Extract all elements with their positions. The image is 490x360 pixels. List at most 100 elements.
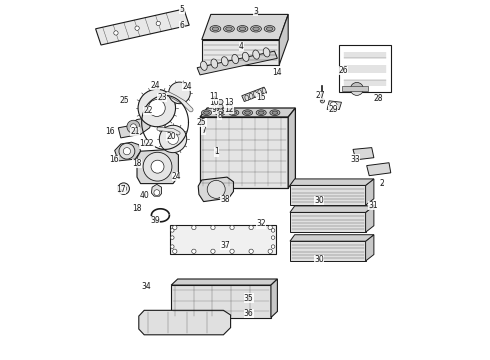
Ellipse shape: [223, 26, 234, 32]
Ellipse shape: [211, 59, 218, 68]
Ellipse shape: [263, 48, 270, 57]
Circle shape: [159, 125, 187, 153]
Ellipse shape: [217, 111, 223, 114]
Polygon shape: [290, 206, 374, 212]
Text: 29: 29: [328, 105, 338, 114]
Text: 23: 23: [157, 93, 167, 102]
Text: 11: 11: [210, 93, 219, 102]
Ellipse shape: [210, 26, 221, 32]
Polygon shape: [197, 51, 277, 75]
Circle shape: [211, 249, 215, 253]
Ellipse shape: [245, 111, 250, 114]
Polygon shape: [366, 206, 374, 232]
Polygon shape: [290, 235, 374, 241]
Ellipse shape: [201, 110, 212, 116]
Text: 1: 1: [214, 148, 219, 156]
Text: 18: 18: [132, 159, 142, 168]
Text: 14: 14: [272, 68, 282, 77]
Polygon shape: [279, 14, 288, 65]
Polygon shape: [290, 185, 366, 205]
Circle shape: [172, 225, 177, 230]
Text: 12: 12: [224, 104, 234, 114]
Circle shape: [230, 225, 234, 230]
Ellipse shape: [253, 27, 259, 31]
Circle shape: [148, 100, 165, 116]
Circle shape: [171, 236, 174, 239]
Polygon shape: [198, 177, 233, 202]
Text: 15: 15: [256, 93, 266, 102]
Ellipse shape: [253, 91, 257, 97]
Circle shape: [123, 148, 130, 155]
Circle shape: [192, 225, 196, 230]
Text: 32: 32: [256, 219, 266, 228]
Circle shape: [171, 245, 174, 248]
Text: 25: 25: [120, 95, 129, 104]
Text: 20: 20: [167, 132, 176, 141]
Text: 34: 34: [141, 282, 151, 291]
FancyBboxPatch shape: [342, 63, 387, 74]
Ellipse shape: [376, 96, 382, 100]
Polygon shape: [202, 40, 279, 65]
Circle shape: [268, 225, 272, 230]
Text: 38: 38: [220, 195, 230, 204]
Polygon shape: [200, 108, 295, 117]
Ellipse shape: [231, 111, 237, 114]
Circle shape: [350, 82, 364, 95]
Polygon shape: [242, 87, 267, 102]
Polygon shape: [366, 235, 374, 261]
Text: 37: 37: [220, 241, 230, 250]
Ellipse shape: [258, 111, 264, 114]
Circle shape: [218, 108, 223, 113]
Circle shape: [249, 249, 253, 253]
Circle shape: [320, 99, 324, 103]
Polygon shape: [366, 179, 374, 205]
Text: 30: 30: [314, 255, 324, 264]
Polygon shape: [202, 14, 288, 40]
Bar: [342, 86, 368, 91]
Polygon shape: [170, 225, 275, 254]
Text: 36: 36: [244, 309, 253, 318]
Circle shape: [172, 249, 177, 253]
Circle shape: [121, 186, 126, 192]
Circle shape: [119, 143, 135, 159]
Ellipse shape: [200, 61, 207, 70]
Circle shape: [114, 31, 118, 35]
Circle shape: [226, 108, 231, 113]
Text: 40: 40: [139, 191, 149, 200]
Polygon shape: [96, 9, 189, 45]
Circle shape: [249, 225, 253, 230]
Polygon shape: [200, 117, 288, 188]
Polygon shape: [353, 148, 374, 160]
Text: 13: 13: [224, 99, 234, 108]
Text: 16: 16: [109, 155, 119, 164]
Ellipse shape: [264, 26, 275, 32]
Circle shape: [271, 229, 275, 232]
Text: 26: 26: [339, 66, 348, 75]
Text: 22: 22: [145, 139, 154, 148]
Polygon shape: [139, 310, 231, 335]
Polygon shape: [271, 279, 277, 318]
Text: 30: 30: [314, 196, 324, 204]
Ellipse shape: [267, 27, 273, 31]
Text: 9: 9: [212, 104, 217, 114]
Polygon shape: [290, 179, 374, 185]
Polygon shape: [290, 241, 366, 261]
Polygon shape: [118, 118, 151, 138]
Ellipse shape: [204, 111, 209, 114]
Circle shape: [118, 183, 129, 194]
Circle shape: [218, 99, 223, 104]
Ellipse shape: [229, 110, 239, 116]
Text: 27: 27: [316, 91, 325, 100]
Ellipse shape: [272, 111, 278, 114]
Ellipse shape: [237, 26, 248, 32]
Ellipse shape: [239, 27, 246, 31]
Circle shape: [138, 89, 175, 127]
Text: 24: 24: [150, 81, 160, 90]
Circle shape: [207, 180, 225, 198]
Polygon shape: [290, 212, 366, 232]
Circle shape: [268, 249, 272, 253]
Polygon shape: [137, 149, 178, 184]
Circle shape: [192, 249, 196, 253]
Ellipse shape: [253, 50, 260, 59]
Circle shape: [226, 104, 231, 109]
